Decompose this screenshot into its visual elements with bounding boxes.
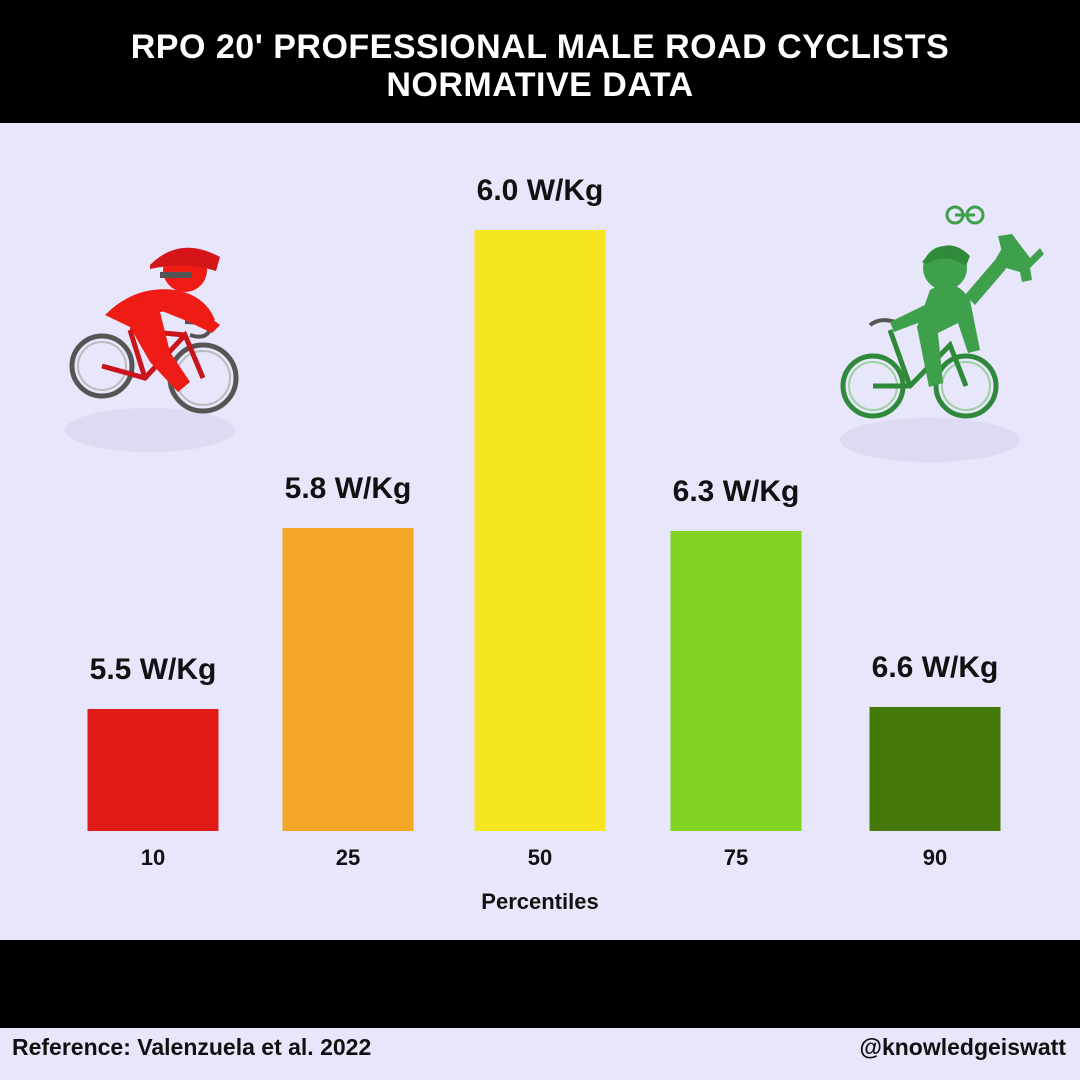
footer — [0, 1028, 1080, 1080]
x-tick-label-50: 50 — [528, 845, 552, 870]
chart-title: RPO 20' PROFESSIONAL MALE ROAD CYCLISTS … — [0, 28, 1080, 104]
bar-50 — [474, 230, 606, 831]
title-band — [0, 0, 1080, 123]
data-label-10: 5.5 W/Kg — [90, 653, 217, 686]
red-cyclist-icon — [65, 247, 239, 452]
data-label-90: 6.6 W/Kg — [872, 651, 999, 684]
data-label-50: 6.0 W/Kg — [477, 174, 604, 207]
x-axis-title: Percentiles — [481, 889, 598, 914]
data-label-25: 5.8 W/Kg — [285, 472, 412, 505]
green-cyclist-trophy-icon — [840, 205, 1044, 462]
title-line-1: RPO 20' PROFESSIONAL MALE ROAD CYCLISTS — [130, 28, 950, 66]
bars-group — [87, 230, 1001, 831]
reference-text: Reference: Valenzuela et al. 2022 — [12, 1034, 372, 1060]
data-labels-group: 5.5 W/Kg 5.8 W/Kg 6.0 W/Kg 6.3 W/Kg 6.6 W/Kg — [90, 174, 999, 686]
x-tick-label-25: 25 — [336, 845, 360, 870]
x-tick-labels-group: 10 25 50 75 90 — [141, 845, 947, 870]
handle-text: @knowledgeiswatt — [859, 1034, 1066, 1060]
data-label-75: 6.3 W/Kg — [673, 475, 800, 508]
x-tick-label-10: 10 — [141, 845, 165, 870]
bottom-band — [0, 940, 1080, 1028]
bar-10 — [87, 709, 219, 831]
x-tick-label-90: 90 — [923, 845, 947, 870]
bar-90 — [869, 707, 1001, 831]
title-line-2: NORMATIVE DATA — [386, 66, 694, 104]
bar-25 — [282, 528, 414, 831]
x-tick-label-75: 75 — [724, 845, 748, 870]
bar-75 — [670, 531, 802, 831]
